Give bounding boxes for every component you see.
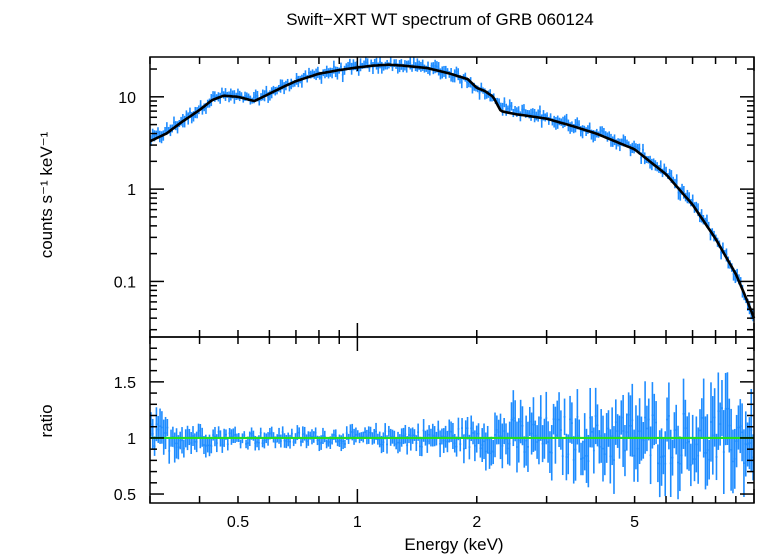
- top-y-axis-label: counts s⁻¹ keV⁻¹: [37, 131, 56, 258]
- x-axis-label: Energy (keV): [404, 535, 503, 554]
- x-tick-label: 0.5: [227, 514, 249, 531]
- y-tick-label: 1.5: [114, 375, 136, 392]
- model-line: [149, 63, 756, 319]
- y-tick-label: 0.1: [114, 274, 136, 291]
- top-panel-data: [149, 57, 756, 322]
- x-tick-label: 1: [353, 514, 362, 531]
- y-tick-label: 1: [127, 431, 136, 448]
- y-tick-label: 10: [118, 90, 136, 107]
- chart-title: Swift−XRT WT spectrum of GRB 060124: [286, 10, 594, 29]
- y-tick-label: 0.5: [114, 487, 136, 504]
- top-panel-frame: [149, 56, 755, 338]
- bottom-y-axis-label: ratio: [37, 404, 56, 437]
- x-tick-label: 5: [630, 514, 639, 531]
- axes: 0.5 1 2 5 0.1 1 10 0.5 1 1.5: [114, 57, 755, 531]
- y-tick-label: 1: [127, 182, 136, 199]
- x-tick-label: 2: [472, 514, 481, 531]
- bottom-panel-data: [150, 372, 754, 500]
- bottom-panel-frame: [149, 336, 755, 504]
